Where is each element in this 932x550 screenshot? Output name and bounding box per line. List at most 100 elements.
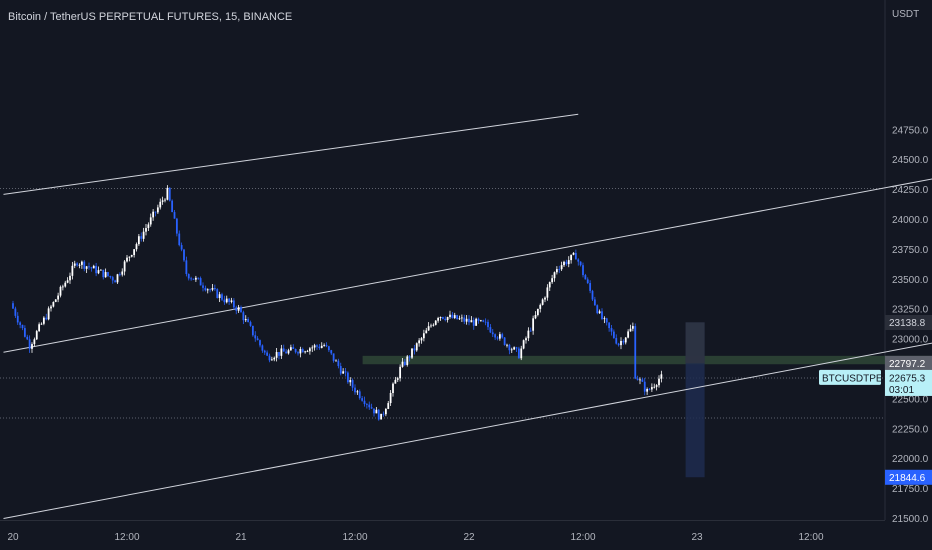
candle-body bbox=[33, 339, 36, 345]
candle-body bbox=[47, 308, 50, 320]
trendline-upper-channel[interactable] bbox=[3, 113, 579, 195]
candle-body bbox=[21, 324, 24, 329]
candle-body bbox=[216, 289, 219, 298]
candle-body bbox=[403, 361, 406, 365]
candle-body bbox=[503, 337, 506, 345]
candle-body bbox=[99, 269, 102, 271]
candle-body bbox=[406, 356, 409, 365]
candle-body bbox=[335, 360, 337, 362]
candle-body bbox=[418, 340, 421, 344]
candle-body bbox=[280, 348, 283, 356]
candle-body bbox=[368, 404, 371, 408]
candle-body bbox=[577, 259, 580, 262]
candle-body bbox=[434, 320, 437, 325]
candle-body bbox=[266, 352, 269, 356]
candle-body bbox=[332, 353, 335, 361]
candle-body bbox=[648, 389, 651, 390]
candle-body bbox=[278, 352, 280, 356]
candle-body bbox=[213, 288, 216, 290]
candle-body bbox=[107, 272, 109, 276]
candle-body bbox=[273, 357, 276, 360]
candle-body bbox=[28, 339, 31, 349]
candle-body bbox=[560, 265, 563, 270]
candle-body bbox=[610, 328, 613, 332]
candle-body bbox=[475, 318, 478, 326]
candle-body bbox=[593, 299, 596, 306]
candle-body bbox=[517, 348, 520, 359]
candle-body bbox=[16, 315, 19, 323]
candle-body bbox=[192, 278, 195, 280]
candle-body bbox=[513, 347, 516, 350]
candle-body bbox=[382, 413, 385, 415]
candle-body bbox=[304, 351, 307, 353]
candle-body bbox=[354, 387, 356, 393]
time-tick-label: 22 bbox=[463, 532, 475, 543]
candle-body bbox=[308, 348, 311, 352]
candle-body bbox=[104, 272, 107, 278]
symbol-tag[interactable] bbox=[819, 369, 881, 385]
candle-body bbox=[66, 280, 69, 283]
candle-body bbox=[311, 347, 314, 349]
candle-body bbox=[259, 340, 261, 346]
candle-body bbox=[572, 252, 575, 255]
candle-body bbox=[591, 290, 594, 300]
time-tick-label: 20 bbox=[7, 532, 19, 543]
price-tick-label: 24750.0 bbox=[892, 125, 929, 136]
candle-body bbox=[218, 294, 221, 298]
candle-body bbox=[465, 318, 468, 322]
trendline-lower-channel[interactable] bbox=[3, 321, 932, 519]
trendline-mid-channel[interactable] bbox=[3, 157, 932, 353]
candle-body bbox=[422, 333, 425, 339]
candle-body bbox=[223, 299, 226, 303]
candle-body bbox=[183, 249, 185, 261]
candle-body bbox=[12, 303, 14, 309]
candle-body bbox=[185, 260, 188, 275]
candle-body bbox=[373, 408, 375, 414]
candle-body bbox=[237, 307, 240, 311]
candle-body bbox=[40, 323, 43, 325]
candle-body bbox=[650, 387, 653, 390]
candle-body bbox=[620, 340, 622, 346]
candle-body bbox=[130, 255, 133, 257]
candle-body bbox=[202, 285, 204, 288]
candle-body bbox=[95, 265, 98, 274]
candle-body bbox=[140, 236, 143, 239]
candle-body bbox=[370, 407, 373, 409]
candle-body bbox=[596, 305, 599, 314]
candle-body bbox=[109, 275, 112, 278]
candle-body bbox=[392, 383, 394, 393]
candle-body bbox=[14, 308, 17, 316]
price-tick-label: 21750.0 bbox=[892, 484, 929, 495]
candle-body bbox=[118, 274, 121, 276]
candle-body bbox=[425, 330, 428, 334]
candle-body bbox=[137, 236, 140, 245]
candle-body bbox=[356, 391, 359, 393]
candle-body bbox=[204, 287, 207, 291]
candle-body bbox=[168, 187, 171, 201]
candle-body bbox=[297, 352, 299, 354]
support-zone bbox=[362, 355, 932, 365]
candle-body bbox=[636, 378, 639, 381]
candle-body bbox=[617, 343, 620, 346]
candle-body bbox=[175, 218, 178, 234]
candle-body bbox=[50, 306, 52, 309]
candle-body bbox=[586, 279, 589, 284]
price-tick-label: 21500.0 bbox=[892, 514, 929, 525]
candle-body bbox=[59, 286, 62, 296]
candle-body bbox=[565, 261, 568, 265]
candle-body bbox=[251, 325, 254, 336]
candle-body bbox=[358, 391, 361, 399]
candle-body bbox=[349, 380, 352, 383]
candle-body bbox=[449, 314, 451, 318]
price-axis-unit: USDT bbox=[892, 9, 919, 20]
candle-body bbox=[389, 392, 392, 404]
candle-body bbox=[126, 257, 128, 262]
candle-body bbox=[294, 349, 297, 353]
candle-body bbox=[432, 324, 435, 326]
candle-body bbox=[164, 199, 166, 201]
candle-body bbox=[111, 277, 114, 281]
candle-body bbox=[147, 224, 150, 229]
candle-body bbox=[242, 312, 245, 321]
